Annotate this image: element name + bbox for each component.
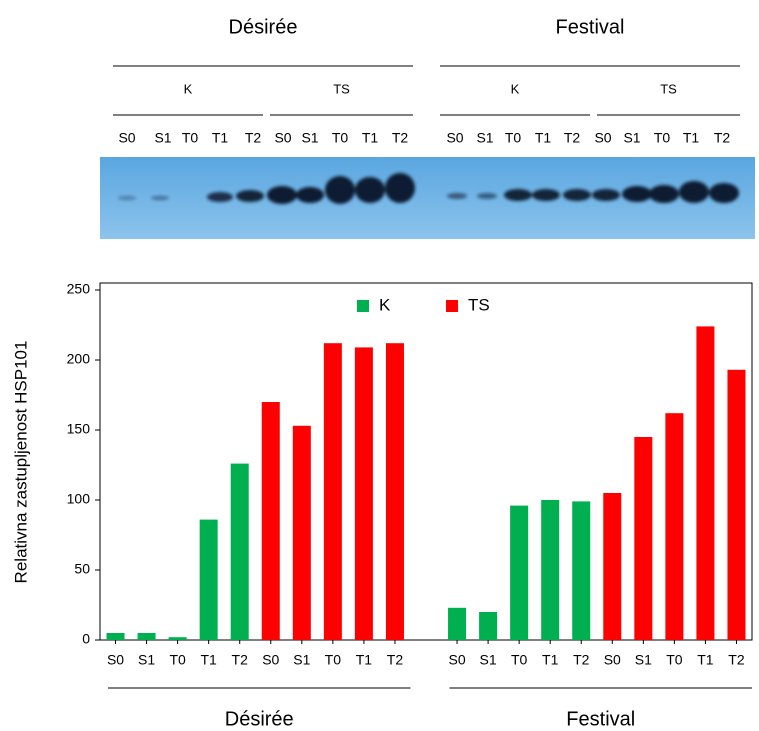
y-tick-label: 250 bbox=[67, 281, 91, 297]
x-tick-label: T2 bbox=[728, 652, 745, 668]
bar bbox=[292, 425, 311, 640]
blot-lane-label: S0 bbox=[446, 130, 463, 146]
blot-subgroup-label: K bbox=[184, 81, 193, 96]
legend-swatch bbox=[446, 300, 458, 312]
x-tick-label: S0 bbox=[262, 652, 279, 668]
bar bbox=[479, 612, 498, 640]
blot-lane-label: S0 bbox=[274, 130, 291, 146]
x-tick-label: S1 bbox=[480, 652, 497, 668]
x-tick-label: T1 bbox=[200, 652, 217, 668]
bar bbox=[137, 633, 156, 640]
x-tick-label: S0 bbox=[604, 652, 621, 668]
plot-frame bbox=[99, 282, 753, 641]
x-tick-label: T1 bbox=[356, 652, 373, 668]
bar bbox=[603, 493, 622, 640]
bar bbox=[448, 607, 467, 640]
blot-group-label: Festival bbox=[556, 16, 625, 38]
blot-bands bbox=[118, 173, 739, 204]
bar bbox=[323, 343, 342, 640]
x-tick-label: S0 bbox=[448, 652, 465, 668]
blot-lane-label: S1 bbox=[301, 130, 318, 146]
x-tick-label: T0 bbox=[666, 652, 683, 668]
x-tick-label: T2 bbox=[573, 652, 590, 668]
blot-subgroup-label: TS bbox=[333, 81, 350, 96]
bar bbox=[106, 633, 125, 640]
x-tick-label: S1 bbox=[293, 652, 310, 668]
x-tick-label: T0 bbox=[325, 652, 342, 668]
y-tick-label: 0 bbox=[82, 631, 90, 647]
blot-lane-label: T0 bbox=[332, 130, 349, 146]
legend-label: K bbox=[379, 295, 391, 314]
blot-subgroup-label: TS bbox=[660, 81, 677, 96]
blot-lane-label: S1 bbox=[476, 130, 493, 146]
bar bbox=[354, 347, 373, 640]
bar bbox=[230, 463, 249, 640]
blot-lane-label: T0 bbox=[182, 130, 199, 146]
blot-lane-label: T2 bbox=[245, 130, 262, 146]
blot-lane-label: T0 bbox=[505, 130, 522, 146]
legend-label: TS bbox=[468, 295, 490, 314]
group-label: Désirée bbox=[225, 708, 294, 730]
group-label: Festival bbox=[566, 708, 635, 730]
x-tick-label: S1 bbox=[138, 652, 155, 668]
x-tick-label: T1 bbox=[542, 652, 559, 668]
x-tick-label: S0 bbox=[107, 652, 124, 668]
y-tick-label: 150 bbox=[67, 421, 91, 437]
x-tick-label: T2 bbox=[387, 652, 404, 668]
blot-lane-label: T1 bbox=[535, 130, 552, 146]
y-tick-label: 50 bbox=[74, 561, 90, 577]
y-tick-label: 200 bbox=[67, 351, 91, 367]
bar bbox=[665, 413, 684, 640]
blot-lane-label: S1 bbox=[154, 130, 171, 146]
bar bbox=[696, 326, 715, 640]
bar bbox=[199, 519, 218, 640]
blot-lane-label: T1 bbox=[212, 130, 229, 146]
blot-lane-label: S0 bbox=[118, 130, 135, 146]
y-tick-label: 100 bbox=[67, 491, 91, 507]
x-tick-label: T2 bbox=[232, 652, 249, 668]
bar bbox=[261, 402, 280, 640]
bar bbox=[385, 343, 404, 640]
blot-lane-label: T2 bbox=[564, 130, 581, 146]
bar bbox=[168, 637, 187, 640]
bar bbox=[572, 501, 591, 640]
x-tick-label: T0 bbox=[511, 652, 528, 668]
bar bbox=[634, 437, 653, 640]
blot-lane-label: S0 bbox=[594, 130, 611, 146]
blot-lane-label: T2 bbox=[392, 130, 409, 146]
bar bbox=[510, 505, 529, 640]
blot-group-label: Désirée bbox=[229, 16, 298, 38]
legend-swatch bbox=[357, 300, 369, 312]
blot-subgroup-label: K bbox=[511, 81, 520, 96]
blot-lane-label: T1 bbox=[362, 130, 379, 146]
x-tick-label: T0 bbox=[169, 652, 186, 668]
x-tick-label: T1 bbox=[697, 652, 714, 668]
y-axis-label: Relativna zastupljenost HSP101 bbox=[11, 341, 30, 584]
blot-lane-label: S1 bbox=[623, 130, 640, 146]
bar bbox=[541, 500, 560, 640]
bar bbox=[727, 369, 746, 640]
x-tick-label: S1 bbox=[635, 652, 652, 668]
blot-lane-label: T1 bbox=[683, 130, 700, 146]
blot-lane-label: T2 bbox=[714, 130, 731, 146]
blot-lane-label: T0 bbox=[654, 130, 671, 146]
